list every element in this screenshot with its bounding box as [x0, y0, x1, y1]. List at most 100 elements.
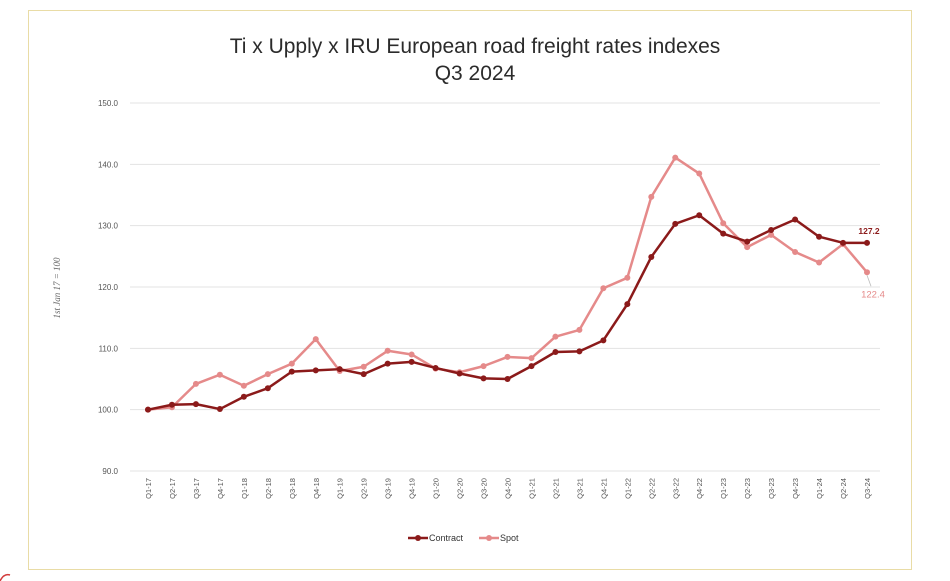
contract-data-point [408, 358, 415, 365]
spot-series-line [147, 156, 868, 411]
data-series [145, 154, 870, 413]
y-tick-label: 120.0 [98, 283, 119, 292]
contract-data-point [600, 337, 607, 344]
contract-data-point [504, 376, 511, 382]
corner-mark-icon [0, 573, 11, 581]
contract-data-point [145, 406, 151, 413]
x-tick-label: Q4-20 [504, 478, 513, 499]
legend-label: Contract [429, 533, 464, 543]
x-tick-label: Q4-22 [695, 478, 704, 499]
spot-data-point [528, 355, 535, 362]
contract-data-point [168, 401, 175, 408]
x-tick-label: Q1-18 [240, 478, 249, 499]
contract-data-point [672, 220, 679, 227]
y-tick-label: 110.0 [99, 344, 119, 353]
x-tick-label: Q1-17 [144, 478, 153, 499]
contract-data-point [528, 363, 535, 370]
spot-data-point [192, 380, 199, 387]
spot-data-point [480, 363, 487, 370]
spot-data-point [552, 333, 559, 340]
spot-data-point [264, 371, 271, 378]
x-tick-label: Q2-18 [264, 478, 273, 499]
contract-end-label: 127.2 [858, 226, 880, 236]
contract-data-point [360, 371, 367, 378]
x-tick-label: Q4-18 [312, 478, 321, 499]
x-tick-label: Q3-19 [384, 478, 393, 499]
x-tick-label: Q1-20 [432, 478, 441, 499]
spot-data-point [312, 336, 319, 343]
x-tick-label: Q3-23 [767, 478, 776, 499]
x-tick-label: Q3-22 [671, 478, 680, 499]
y-tick-label: 130.0 [98, 222, 119, 231]
contract-data-point [624, 301, 631, 308]
x-tick-label: Q1-21 [527, 478, 536, 499]
x-tick-label: Q4-23 [791, 478, 800, 499]
spot-data-point [696, 170, 703, 177]
x-tick-label: Q1-23 [719, 478, 728, 499]
spot-data-point [672, 154, 679, 161]
spot-data-point [216, 371, 223, 378]
x-tick-label: Q4-17 [216, 478, 225, 499]
x-tick-label: Q1-19 [336, 478, 345, 499]
contract-data-point [552, 349, 559, 356]
gridlines [130, 102, 880, 472]
spot-data-point [816, 259, 823, 266]
contract-data-point [312, 367, 319, 374]
legend-item: Contract [408, 533, 464, 543]
contract-data-point [840, 239, 847, 246]
contract-data-point [576, 348, 583, 355]
spot-data-point [600, 285, 607, 292]
spot-data-point [864, 269, 870, 276]
contract-data-point [696, 212, 703, 219]
x-tick-label: Q3-17 [192, 478, 201, 499]
spot-data-point [504, 353, 511, 360]
y-tick-label: 90.0 [102, 467, 118, 476]
contract-data-point [192, 401, 199, 408]
spot-data-point [240, 382, 247, 389]
contract-data-point [768, 226, 775, 233]
y-axis-ticks: 90.0 100.0 110.0 120.0 130.0 140.0 150.0 [98, 99, 119, 476]
x-axis-ticks: Q1-17 Q2-17 Q3-17 Q4-17 Q1-18 Q2-18 Q3-18 Q4-18… [144, 478, 872, 499]
spot-data-point [408, 351, 415, 358]
end-labels: 127.2 122.4 [858, 226, 885, 300]
spot-end-label: 122.4 [861, 289, 885, 300]
y-tick-label: 100.0 [98, 406, 119, 415]
contract-data-point [264, 385, 271, 392]
contract-data-point [336, 366, 343, 373]
x-tick-label: Q2-19 [360, 478, 369, 499]
contract-data-point [432, 364, 439, 371]
x-tick-label: Q2-21 [551, 478, 560, 499]
x-tick-label: Q2-23 [743, 478, 752, 499]
x-tick-label: Q2-17 [168, 478, 177, 499]
legend-marker [415, 535, 421, 541]
x-tick-label: Q3-18 [288, 478, 297, 499]
spot-data-point [624, 274, 631, 281]
contract-data-point [288, 368, 295, 375]
y-tick-label: 150.0 [98, 99, 119, 108]
y-tick-label: 140.0 [98, 160, 119, 169]
chart-title-line2: Q3 2024 [434, 62, 516, 85]
contract-data-point [816, 233, 823, 240]
legend-item: Spot [479, 533, 519, 543]
x-tick-label: Q4-21 [599, 478, 608, 499]
contract-data-point [864, 239, 870, 246]
spot-data-point [384, 347, 391, 354]
x-tick-label: Q2-24 [839, 478, 848, 499]
contract-data-point [792, 216, 799, 223]
contract-data-point [744, 238, 751, 245]
x-tick-label: Q1-24 [815, 478, 824, 499]
spot-data-point [792, 249, 799, 256]
contract-data-point [648, 253, 655, 260]
contract-data-point [216, 406, 223, 413]
spot-data-point [744, 244, 751, 251]
contract-data-point [720, 230, 727, 237]
contract-data-point [456, 370, 463, 377]
x-tick-label: Q1-22 [623, 478, 632, 499]
x-tick-label: Q4-19 [408, 478, 417, 499]
x-tick-label: Q3-24 [863, 478, 872, 499]
x-tick-label: Q3-20 [480, 478, 489, 499]
x-tick-label: Q3-21 [575, 478, 584, 499]
legend: Contract Spot [408, 533, 519, 543]
x-tick-label: Q2-20 [456, 478, 465, 499]
